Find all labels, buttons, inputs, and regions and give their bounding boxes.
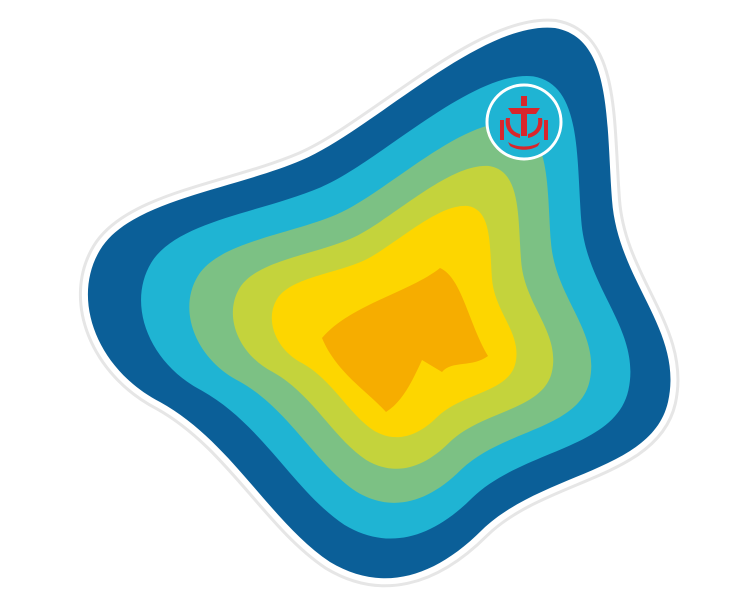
brunei-map: [322, 268, 488, 412]
emblem: [485, 83, 563, 161]
